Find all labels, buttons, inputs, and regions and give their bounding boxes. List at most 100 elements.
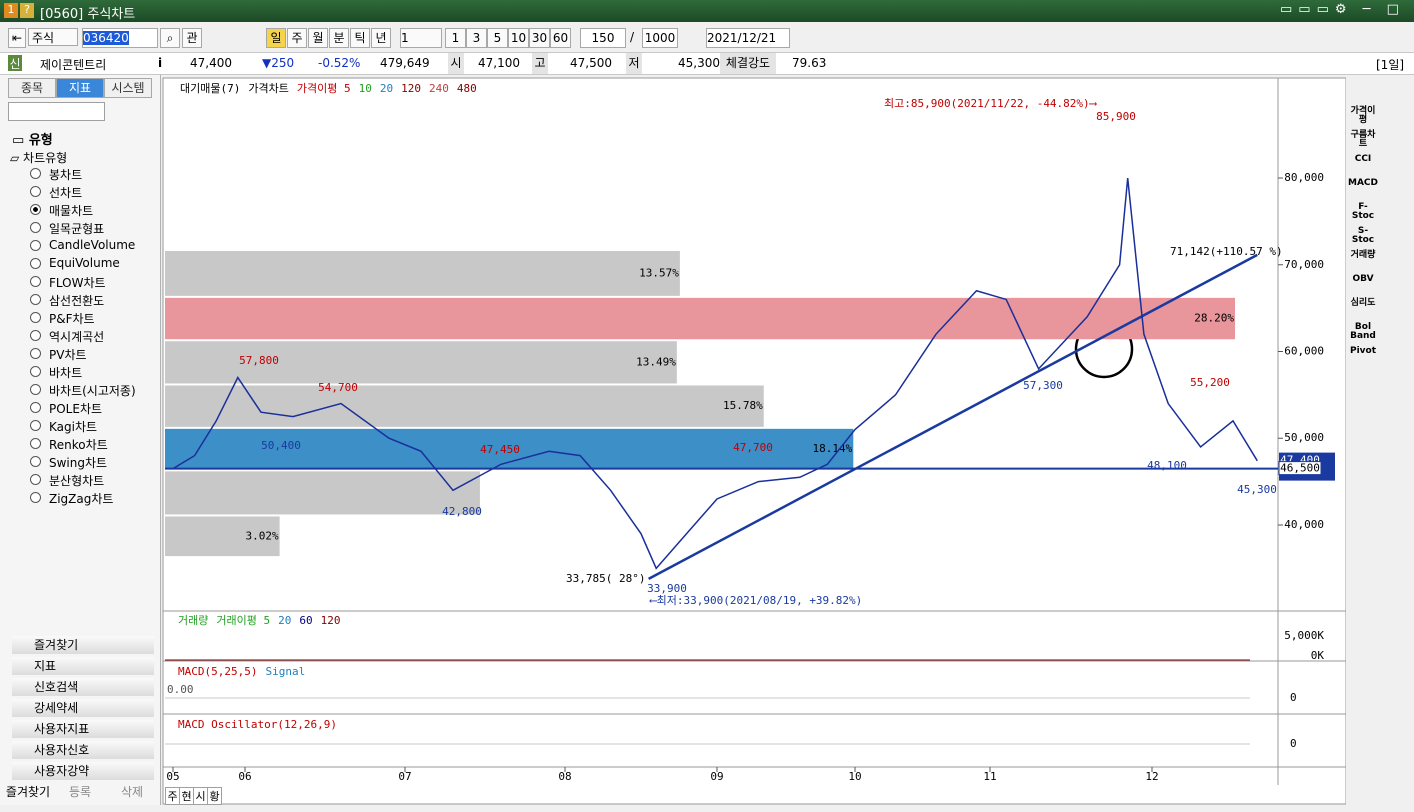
period: [1일] xyxy=(1376,58,1405,72)
radio[interactable] xyxy=(30,312,41,323)
chart-type[interactable]: CandleVolume xyxy=(49,238,136,252)
period-btn[interactable]: 5 xyxy=(487,28,508,48)
unit-select[interactable]: 1 xyxy=(400,28,442,48)
radio[interactable] xyxy=(30,168,41,179)
indicator-btn[interactable]: F-Stoc xyxy=(1351,202,1375,221)
date-input[interactable]: 2021/12/21 xyxy=(706,28,790,48)
period-btn[interactable]: 30 xyxy=(529,28,550,48)
search-box[interactable] xyxy=(8,102,105,121)
mode-btn[interactable]: 관 xyxy=(182,28,202,48)
radio[interactable] xyxy=(30,402,41,413)
indicator-btn[interactable]: 심리도 xyxy=(1350,298,1376,308)
profile-label: 18.14% xyxy=(813,442,853,455)
chart-type[interactable]: 바차트(시고저종) xyxy=(49,384,136,398)
footer-btn[interactable]: 즐겨찾기 xyxy=(5,785,51,799)
unit-btn[interactable]: 년 xyxy=(371,28,391,48)
footer-btn[interactable]: 삭제 xyxy=(120,785,144,799)
chart-type[interactable]: FLOW차트 xyxy=(49,276,106,290)
radio[interactable] xyxy=(30,330,41,341)
annotation: 33,900 xyxy=(647,582,687,595)
chart-type[interactable]: EquiVolume xyxy=(49,256,120,270)
chart-type[interactable]: 삼선전환도 xyxy=(49,294,105,308)
x-tick-label: 07 xyxy=(398,770,411,783)
unit-btn[interactable]: 틱 xyxy=(350,28,370,48)
section[interactable]: 신호검색 xyxy=(12,678,154,696)
radio[interactable] xyxy=(30,384,41,395)
panel-tab[interactable]: 시스템 xyxy=(104,78,152,98)
profile-bar xyxy=(165,385,764,427)
indicator-btn[interactable]: 거래량 xyxy=(1350,250,1376,260)
indicator-btn[interactable]: Bol Band xyxy=(1350,322,1376,341)
footer-btn[interactable]: 등록 xyxy=(68,785,92,799)
help-icon[interactable]: ? xyxy=(20,3,34,18)
panel-tab[interactable]: 종목 xyxy=(8,78,56,98)
bottom-tab[interactable]: 황 xyxy=(207,787,222,805)
bottom-tab[interactable]: 현 xyxy=(179,787,194,805)
radio[interactable] xyxy=(30,222,41,233)
section[interactable]: 사용자지표 xyxy=(12,720,154,738)
bottom-tab[interactable]: 시 xyxy=(193,787,208,805)
section[interactable]: 사용자강약 xyxy=(12,762,154,780)
section[interactable]: 강세약세 xyxy=(12,699,154,717)
radio[interactable] xyxy=(30,438,41,449)
indicator-btn[interactable]: 가격이평 xyxy=(1350,106,1376,125)
chart-type[interactable]: PV차트 xyxy=(49,348,87,362)
indicator-btn[interactable]: OBV xyxy=(1352,274,1374,284)
unit-btn[interactable]: 월 xyxy=(308,28,328,48)
period-btn[interactable]: 3 xyxy=(466,28,487,48)
radio[interactable] xyxy=(30,492,41,503)
indicator-btn[interactable]: 구름차트 xyxy=(1350,130,1376,149)
chart-type[interactable]: POLE차트 xyxy=(49,402,103,416)
annotation: 55,200 xyxy=(1190,376,1230,389)
indicator-btn[interactable]: Pivot xyxy=(1349,346,1377,356)
chart-type[interactable]: Renko차트 xyxy=(49,438,108,452)
market-select[interactable]: 주식 xyxy=(28,28,78,46)
radio[interactable] xyxy=(30,258,41,269)
max-input[interactable]: 1000 xyxy=(642,28,678,48)
section[interactable]: 즐겨찾기 xyxy=(12,636,154,654)
chart-type[interactable]: 바차트 xyxy=(49,366,83,380)
chart-type[interactable]: 매물차트 xyxy=(49,204,94,218)
section[interactable]: 사용자신호 xyxy=(12,741,154,759)
panel-tab[interactable]: 지표 xyxy=(56,78,104,98)
period-btn[interactable]: 1 xyxy=(445,28,466,48)
radio[interactable] xyxy=(30,186,41,197)
chart-type[interactable]: ZigZag차트 xyxy=(49,492,114,506)
chart-type[interactable]: Kagi차트 xyxy=(49,420,98,434)
radio[interactable] xyxy=(30,366,41,377)
first-btn[interactable]: ⇤ xyxy=(8,28,26,48)
x-tick-label: 10 xyxy=(848,770,861,783)
chart-type[interactable]: P&F차트 xyxy=(49,312,95,326)
radio[interactable] xyxy=(30,420,41,431)
radio[interactable] xyxy=(30,204,41,215)
indicator-btn[interactable]: MACD xyxy=(1348,178,1378,188)
indicator-btn[interactable]: S-Stoc xyxy=(1351,226,1375,245)
unit-btn[interactable]: 분 xyxy=(329,28,349,48)
bottom-tab[interactable]: 주 xyxy=(165,787,180,805)
chart-type[interactable]: 일목균형표 xyxy=(49,222,105,236)
info-btn[interactable]: i xyxy=(158,56,163,70)
toolbar: ⇤ 주식 036420 ⌕ 관 1 150 / 1000 2021/12/21 … xyxy=(0,24,1414,53)
chart-type[interactable]: 선차트 xyxy=(49,186,83,200)
count-input[interactable]: 150 xyxy=(580,28,626,48)
radio[interactable] xyxy=(30,276,41,287)
radio[interactable] xyxy=(30,456,41,467)
chart-type[interactable]: 분산형차트 xyxy=(49,474,105,488)
indicator-btn[interactable]: CCI xyxy=(1354,154,1372,164)
radio[interactable] xyxy=(30,240,41,251)
unit-btn[interactable]: 일 xyxy=(266,28,286,48)
code-input[interactable]: 036420 xyxy=(82,28,158,48)
radio[interactable] xyxy=(30,474,41,485)
unit-btn[interactable]: 주 xyxy=(287,28,307,48)
y-tick-label: 50,000 xyxy=(1284,431,1324,444)
chart-type[interactable]: 역시계곡선 xyxy=(49,330,105,344)
window-controls[interactable]: ▭▭▭⚙ ─ □ ✕ xyxy=(1280,2,1414,17)
radio[interactable] xyxy=(30,294,41,305)
radio[interactable] xyxy=(30,348,41,359)
search-btn[interactable]: ⌕ xyxy=(160,28,180,48)
period-btn[interactable]: 10 xyxy=(508,28,529,48)
chart-type[interactable]: 봉차트 xyxy=(49,168,83,182)
section[interactable]: 지표 xyxy=(12,657,154,675)
period-btn[interactable]: 60 xyxy=(550,28,571,48)
chart-type[interactable]: Swing차트 xyxy=(49,456,108,470)
